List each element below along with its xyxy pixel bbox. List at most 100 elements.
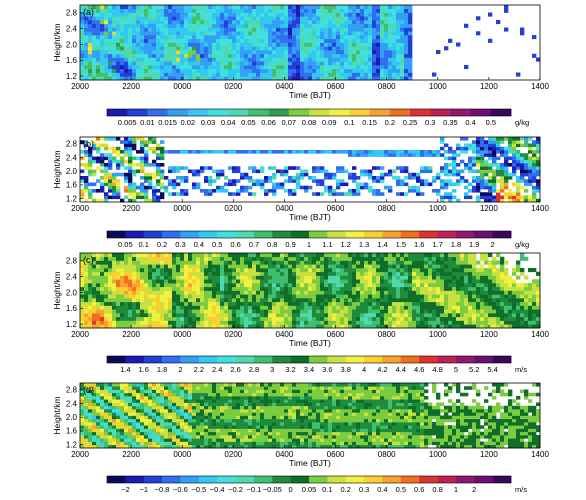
heatmap-cell (212, 50, 217, 55)
heatmap-cell (128, 176, 133, 180)
heatmap-cell (316, 8, 321, 13)
heatmap-cell (468, 256, 473, 261)
heatmap-cell (192, 253, 197, 258)
heatmap-cell (212, 169, 217, 174)
heatmap-cell (452, 182, 457, 187)
heatmap-cell (536, 185, 541, 190)
heatmap-cell (104, 320, 109, 325)
heatmap-cell (96, 320, 101, 325)
heatmap-cell (236, 324, 241, 329)
heatmap-cell (344, 38, 349, 43)
heatmap-cell (84, 166, 89, 170)
heatmap-cell (448, 305, 453, 310)
heatmap-cell (344, 8, 349, 13)
heatmap-cell (360, 12, 365, 17)
heatmap-cell (104, 294, 109, 299)
heatmap-cell (220, 72, 225, 77)
heatmap-cell (236, 189, 241, 193)
heatmap-cell (504, 268, 509, 273)
heatmap-cell (492, 185, 497, 190)
heatmap-cell (252, 68, 257, 73)
heatmap-cell (80, 313, 85, 318)
colorbar-swatch (288, 109, 310, 116)
heatmap-cell (264, 76, 269, 81)
heatmap-cell (324, 172, 329, 177)
heatmap-cell (264, 38, 269, 43)
heatmap-cell (504, 176, 509, 180)
heatmap-cell (384, 65, 389, 70)
heatmap-cell (512, 140, 517, 144)
heatmap-cell (404, 286, 409, 291)
colorbar-label: 0.6 (230, 240, 240, 249)
heatmap-cell (532, 198, 537, 203)
heatmap-cell (364, 172, 369, 177)
colorbar-swatch (107, 231, 126, 238)
heatmap-cell (468, 182, 473, 187)
heatmap-cell (292, 275, 297, 280)
heatmap-cell (348, 256, 353, 261)
heatmap-cell (136, 192, 141, 196)
heatmap-cell (320, 61, 325, 66)
heatmap-cell (120, 298, 125, 303)
heatmap-cell (264, 309, 269, 314)
heatmap-cell (300, 5, 305, 10)
heatmap-cell (320, 57, 325, 62)
heatmap-cell (280, 268, 285, 273)
heatmap-cell (144, 264, 149, 269)
heatmap-cell (516, 176, 521, 180)
heatmap-cell (444, 324, 449, 329)
heatmap-cell (296, 172, 301, 177)
heatmap-cell (128, 153, 133, 157)
heatmap-cell (212, 68, 217, 73)
heatmap-cell (100, 279, 105, 284)
heatmap-cell (404, 150, 409, 154)
heatmap-cell (324, 27, 329, 32)
heatmap-cell (312, 23, 317, 28)
heatmap-cell (216, 256, 221, 261)
heatmap-cell (132, 137, 137, 141)
heatmap-cell (144, 35, 149, 40)
heatmap-cell (488, 275, 493, 280)
heatmap-cell (388, 271, 393, 276)
heatmap-cell (188, 298, 193, 303)
heatmap-cell (452, 305, 457, 310)
heatmap-cell (184, 286, 189, 291)
heatmap-cell (172, 316, 177, 321)
heatmap-cell (272, 313, 277, 318)
heatmap-cell (284, 290, 289, 295)
heatmap-cell (312, 76, 317, 81)
heatmap-cell (156, 195, 161, 200)
heatmap-cell (136, 150, 141, 154)
heatmap-cell (284, 16, 289, 21)
colorbar-swatch (253, 231, 273, 238)
heatmap-cell (80, 46, 85, 51)
heatmap-cell (500, 283, 505, 288)
heatmap-cell (176, 150, 181, 154)
heatmap-cell (208, 316, 213, 321)
heatmap-cell (424, 275, 429, 280)
heatmap-cell (168, 320, 173, 325)
heatmap-cell (164, 23, 169, 28)
heatmap-cell (164, 31, 169, 36)
heatmap-cell (340, 324, 345, 329)
heatmap-cell (376, 298, 381, 303)
heatmap-cell (336, 294, 341, 299)
heatmap-cell (160, 35, 165, 40)
heatmap-cell (120, 68, 125, 73)
heatmap-cell (140, 264, 145, 269)
heatmap-cell (204, 57, 209, 62)
heatmap-cell (116, 53, 121, 58)
heatmap-cell (500, 268, 505, 273)
heatmap-cell (168, 179, 173, 183)
heatmap-cell (164, 275, 169, 280)
heatmap-cell (536, 140, 541, 144)
heatmap-cell (416, 313, 421, 318)
heatmap-cell (96, 76, 101, 81)
heatmap-cell (536, 169, 541, 174)
heatmap-cell (140, 271, 145, 276)
heatmap-cell (324, 275, 329, 280)
heatmap-cell (264, 305, 269, 310)
heatmap-cell (192, 150, 197, 154)
heatmap-cell (80, 5, 85, 10)
heatmap-cell (244, 150, 249, 154)
